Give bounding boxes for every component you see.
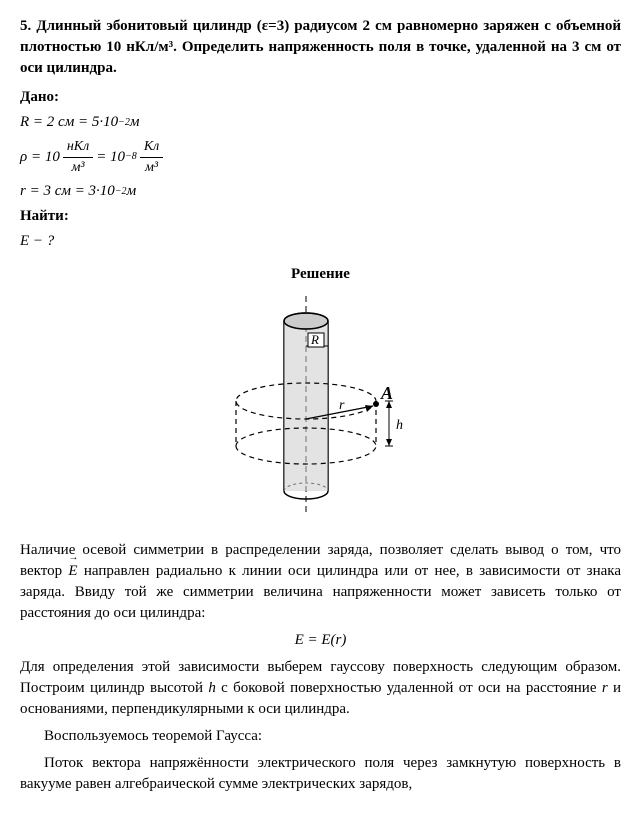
given-R-left: R = 2 см = 5·10 [20,112,118,133]
frac-kl-den: м³ [141,158,162,178]
frac-kl: Кл м³ [140,137,163,177]
find-line: E − ? [20,231,621,252]
given-r-right: м [127,181,137,202]
problem-text: Длинный эбонитовый цилиндр (ε=3) радиусо… [20,18,621,76]
given-label: Дано: [20,87,621,108]
frac-nkl: нКл м³ [63,137,93,177]
given-R-right: м [130,112,140,133]
find-E: E − ? [20,231,54,252]
solution-para4: Поток вектора напряжённости электрическо… [20,753,621,795]
problem-statement: 5. Длинный эбонитовый цилиндр (ε=3) ради… [20,16,621,79]
problem-number: 5. [20,18,31,34]
equation-Eofr: E = E(r) [20,630,621,651]
solution-para1: Наличие осевой симметрии в распределении… [20,540,621,624]
frac-kl-num: Кл [140,137,163,158]
diagram-svg: R r A h [211,291,431,521]
solution-para3: Воспользуемось теоремой Гаусса: [20,726,621,747]
given-r-left: r = 3 см = 3·10 [20,181,115,202]
cylinder-diagram: R r A h [20,291,621,528]
label-A: A [380,383,393,403]
frac-nkl-num: нКл [63,137,93,158]
given-rho-exp: −8 [125,150,137,164]
given-r: r = 3 см = 3·10−2 м [20,181,621,202]
given-R-exp: −2 [118,116,130,130]
given-rho: ρ = 10 нКл м³ = 10−8 Кл м³ [20,137,621,177]
find-label: Найти: [20,206,621,227]
label-R: R [310,332,319,347]
solution-para2: Для определения этой зависимости выберем… [20,657,621,720]
solution-title: Решение [20,264,621,285]
given-r-exp: −2 [115,185,127,199]
label-h: h [396,418,403,433]
given-rho-left: ρ = 10 [20,147,60,168]
frac-nkl-den: м³ [67,158,88,178]
para1-post: направлен радиально к линии оси цилиндра… [20,563,621,621]
given-rho-mid: = 10 [96,147,125,168]
given-R: R = 2 см = 5·10−2 м [20,112,621,133]
vector-E: E [68,561,77,582]
label-r: r [339,398,345,413]
